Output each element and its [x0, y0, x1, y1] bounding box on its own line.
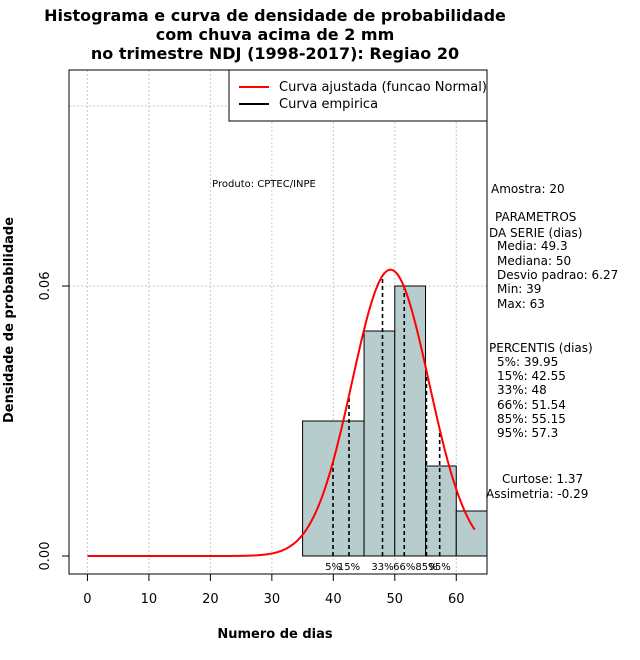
percentile-label-5: 95% [429, 562, 451, 573]
stat-p95: 95%: 57.3 [497, 426, 558, 440]
chart-title-line-3: no trimestre NDJ (1998-2017): Regiao 20 [91, 44, 459, 63]
percentile-label-2: 33% [371, 562, 393, 573]
stat-desvio: Desvio padrao: 6.27 [497, 268, 618, 282]
x-axis-label: Numero de dias [217, 627, 333, 642]
histogram-bars [302, 285, 488, 557]
percentile-label-3: 66% [393, 562, 415, 573]
percentile-label-0: 5% [325, 562, 341, 573]
x-tick-label-5: 50 [387, 592, 404, 607]
stat-p15: 15%: 42.55 [497, 369, 566, 383]
normal-curve-line [87, 268, 476, 557]
stat-p33: 33%: 48 [497, 383, 547, 397]
y-tick-label-1: 0.06 [38, 272, 53, 301]
percentile-label-1: 15% [338, 562, 360, 573]
x-tick-label-3: 30 [264, 592, 281, 607]
stat-param-title-1: PARAMETROS [495, 210, 576, 224]
chart-title-line-1: Histograma e curva de densidade de proba… [44, 6, 506, 25]
stat-percentis-title: PERCENTIS (dias) [489, 341, 593, 355]
histogram-bar-3 [425, 465, 457, 557]
x-tick-label-6: 60 [448, 592, 465, 607]
legend-label-empirical: Curva empirica [279, 97, 378, 112]
histogram-bar-1 [363, 330, 396, 557]
stat-amostra: Amostra: 20 [491, 182, 565, 196]
normal-curve [87, 268, 476, 557]
legend-box [228, 69, 488, 122]
stat-media: Media: 49.3 [497, 239, 568, 253]
x-tick-label-0: 0 [83, 592, 91, 607]
legend-label-normal: Curva ajustada (funcao Normal) [279, 80, 487, 95]
stat-p85: 85%: 55.15 [497, 412, 566, 426]
stat-p5: 5%: 39.95 [497, 355, 558, 369]
x-tick-label-2: 20 [202, 592, 219, 607]
percentile-label-4: 85% [415, 562, 437, 573]
histogram-bar-4 [455, 510, 488, 557]
stat-min: Min: 39 [497, 282, 541, 296]
legend: Curva ajustada (funcao Normal) Curva emp… [228, 69, 488, 122]
stat-curtose: Curtose: 1.37 [502, 472, 583, 486]
histogram-bar-0 [302, 420, 365, 557]
stat-param-title-2: DA SERIE (dias) [489, 226, 582, 240]
percentile-lines: 5%15% 33% 66% 85%95% [325, 275, 451, 573]
stat-p66: 66%: 51.54 [497, 398, 566, 412]
stat-max: Max: 63 [497, 297, 545, 311]
chart-title-line-2: com chuva acima de 2 mm [156, 25, 395, 44]
x-tick-label-4: 40 [325, 592, 342, 607]
stat-assimetria: Assimetria: -0.29 [486, 487, 588, 501]
histogram-bar-2 [394, 285, 427, 557]
credit-text: Produto: CPTEC/INPE [212, 179, 316, 190]
stat-mediana: Mediana: 50 [497, 254, 571, 268]
y-tick-label-0: 0.00 [38, 542, 53, 571]
x-tick-label-1: 10 [141, 592, 158, 607]
stats-panel: Amostra: 20 PARAMETROS DA SERIE (dias) M… [486, 182, 618, 501]
y-axis-label: Densidade de probabilidade [2, 217, 17, 423]
